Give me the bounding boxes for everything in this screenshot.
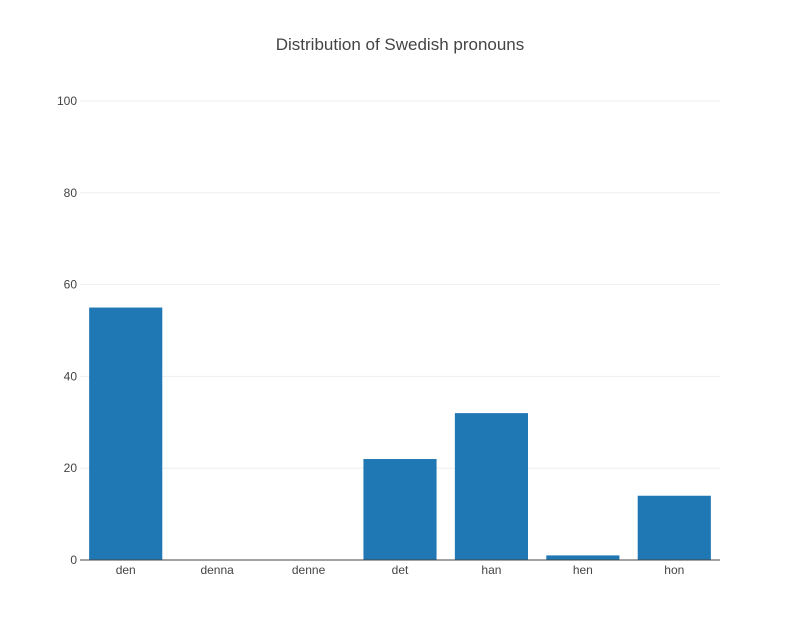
y-axis-ticks: 0 20 40 60 80 100: [57, 94, 77, 567]
bar-hen: [546, 555, 620, 560]
x-tick-label: hen: [573, 563, 593, 577]
gridlines: [80, 100, 720, 469]
x-tick-label: det: [392, 563, 409, 577]
y-tick-label: 80: [64, 186, 78, 200]
bar-han: [454, 413, 528, 560]
x-tick-label: den: [116, 563, 136, 577]
bar-hon: [637, 495, 711, 560]
bar-det: [363, 459, 437, 560]
y-tick-label: 20: [64, 461, 78, 475]
bars: [89, 307, 711, 560]
x-tick-label: han: [481, 563, 501, 577]
y-tick-label: 40: [64, 369, 78, 383]
y-tick-label: 0: [70, 553, 77, 567]
chart-title: Distribution of Swedish pronouns: [276, 35, 525, 54]
y-tick-label: 100: [57, 94, 77, 108]
x-tick-label: denna: [200, 563, 234, 577]
x-axis-ticks: den denna denne det han hen hon: [116, 563, 685, 577]
x-tick-label: hon: [664, 563, 684, 577]
x-tick-label: denne: [292, 563, 326, 577]
bar-den: [89, 307, 163, 560]
y-tick-label: 60: [64, 278, 78, 292]
